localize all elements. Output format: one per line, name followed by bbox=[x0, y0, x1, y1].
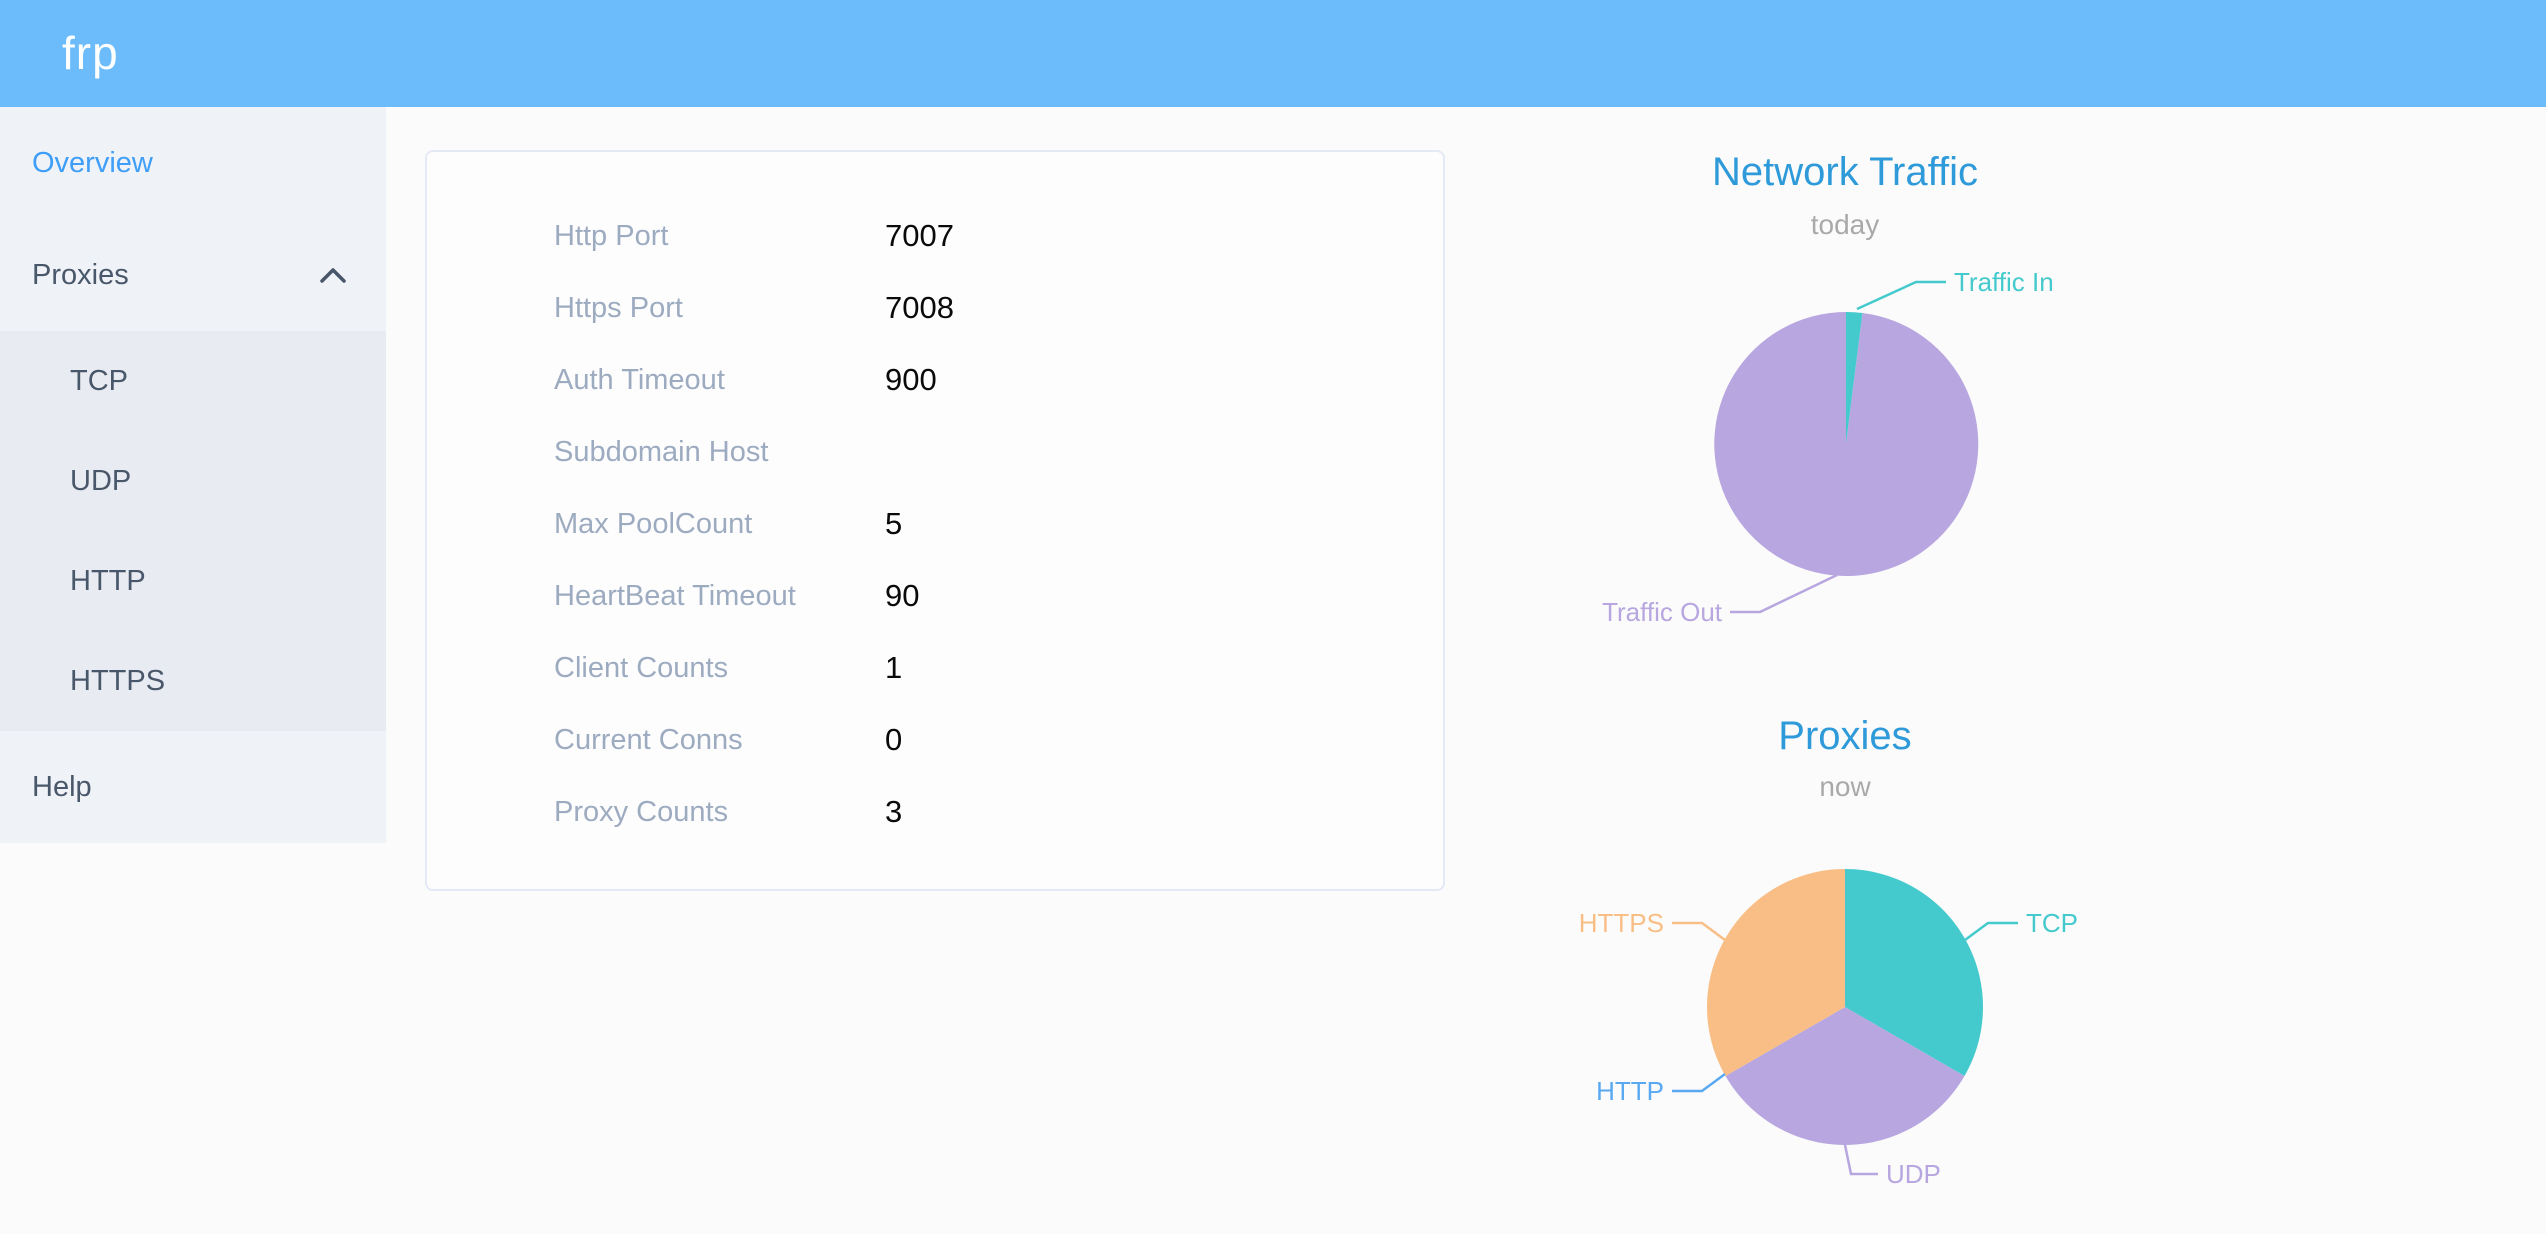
pie-label-http: HTTP bbox=[1596, 1076, 1664, 1106]
config-row: Subdomain Host bbox=[427, 416, 1443, 488]
config-row: Http Port 7007 bbox=[427, 200, 1443, 272]
config-label: Max PoolCount bbox=[554, 508, 753, 540]
pie-label-line-traffic-out bbox=[1730, 573, 1838, 614]
config-value: 7007 bbox=[885, 218, 954, 253]
sidebar-item-http[interactable]: HTTP bbox=[0, 531, 386, 631]
config-label: Https Port bbox=[554, 292, 683, 324]
config-value: 900 bbox=[885, 362, 937, 397]
config-value: 0 bbox=[885, 722, 903, 757]
config-value: 7008 bbox=[885, 290, 954, 325]
config-value: 1 bbox=[885, 650, 903, 685]
chevron-up-icon bbox=[320, 268, 346, 283]
config-label: HeartBeat Timeout bbox=[554, 580, 796, 612]
pie-label-tcp: TCP bbox=[2026, 908, 2078, 938]
network-traffic-title: Network Traffic bbox=[1712, 150, 1978, 194]
network-traffic-subtitle: today bbox=[1810, 209, 1880, 240]
sidebar-item-proxies[interactable]: Proxies bbox=[0, 219, 386, 331]
config-row: Proxy Counts 3 bbox=[427, 776, 1443, 848]
network-traffic-pie-chart: Traffic In Traffic Out bbox=[1602, 267, 2054, 627]
sidebar-item-proxies-label: Proxies bbox=[32, 259, 129, 291]
config-value: 5 bbox=[885, 506, 903, 541]
pie-slice-tcp[interactable] bbox=[1845, 869, 1983, 1076]
proxies-subtitle: now bbox=[1819, 771, 1871, 802]
server-config-card: Http Port 7007 Https Port 7008 Auth Timeout 9… bbox=[425, 150, 1445, 891]
config-label: Current Conns bbox=[554, 724, 743, 756]
config-row: HeartBeat Timeout 90 bbox=[427, 560, 1443, 632]
pie-label-line-traffic-in bbox=[1856, 280, 1946, 311]
sidebar-item-help[interactable]: Help bbox=[0, 731, 386, 843]
app-logo: frp bbox=[62, 27, 119, 79]
config-label: Http Port bbox=[554, 220, 669, 252]
config-label: Auth Timeout bbox=[554, 364, 725, 396]
pie-label-https: HTTPS bbox=[1579, 908, 1664, 938]
config-row: Max PoolCount 5 bbox=[427, 488, 1443, 560]
config-value: 3 bbox=[885, 794, 903, 829]
sidebar-item-overview-label: Overview bbox=[32, 147, 153, 179]
config-row: Https Port 7008 bbox=[427, 272, 1443, 344]
config-label: Proxy Counts bbox=[554, 796, 729, 828]
app-header: frp bbox=[0, 0, 2546, 107]
pie-label-line-https bbox=[1672, 921, 1726, 942]
proxies-pie-chart: TCP UDP HTTP HTTPS bbox=[1579, 869, 2078, 1189]
pie-label-traffic-out: Traffic Out bbox=[1602, 597, 1723, 627]
sidebar-item-udp-label: UDP bbox=[70, 465, 132, 497]
pie-label-line-udp bbox=[1843, 1144, 1878, 1176]
sidebar-proxies-submenu: TCP UDP HTTP HTTPS bbox=[0, 331, 386, 731]
pie-slice-traffic-out[interactable] bbox=[1714, 312, 1979, 576]
pie-label-line-http bbox=[1672, 1072, 1726, 1093]
config-row: Client Counts 1 bbox=[427, 632, 1443, 704]
pie-label-traffic-in: Traffic In bbox=[1954, 267, 2054, 297]
sidebar-item-help-label: Help bbox=[32, 771, 92, 803]
proxies-title: Proxies bbox=[1778, 714, 1912, 758]
sidebar-item-tcp[interactable]: TCP bbox=[0, 331, 386, 431]
config-label: Client Counts bbox=[554, 652, 729, 684]
pie-slice-https[interactable] bbox=[1707, 869, 1845, 1076]
sidebar-item-overview[interactable]: Overview bbox=[0, 107, 386, 219]
pie-label-line-tcp bbox=[1964, 921, 2018, 942]
config-value: 90 bbox=[885, 578, 920, 613]
pie-slice-traffic-in[interactable] bbox=[1846, 311, 1863, 444]
config-label: Subdomain Host bbox=[554, 436, 769, 468]
pie-label-udp: UDP bbox=[1886, 1159, 1941, 1189]
sidebar-item-https[interactable]: HTTPS bbox=[0, 631, 386, 731]
config-row: Current Conns 0 bbox=[427, 704, 1443, 776]
sidebar-item-udp[interactable]: UDP bbox=[0, 431, 386, 531]
sidebar-item-http-label: HTTP bbox=[70, 565, 146, 597]
pie-slice-udp[interactable] bbox=[1725, 1007, 1965, 1145]
sidebar-item-tcp-label: TCP bbox=[70, 365, 128, 397]
config-row: Auth Timeout 900 bbox=[427, 344, 1443, 416]
sidebar-item-https-label: HTTPS bbox=[70, 665, 166, 697]
sidebar: Overview Proxies TCP UDP HTTP HTTPS Help bbox=[0, 107, 386, 843]
